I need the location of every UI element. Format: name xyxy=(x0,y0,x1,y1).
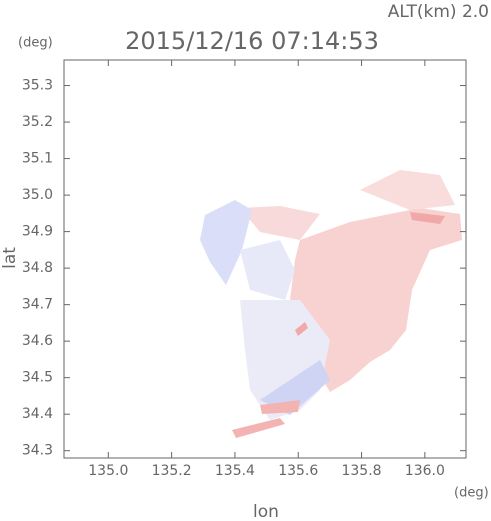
y-axis-label: lat xyxy=(0,247,20,269)
y-tick-label: 34.8 xyxy=(22,260,53,276)
radar-field xyxy=(200,170,462,438)
y-tick-label: 34.5 xyxy=(22,370,53,386)
positive-streak xyxy=(295,322,308,336)
x-tick-label: 135.2 xyxy=(152,463,192,479)
x-tick-label: 136.0 xyxy=(405,463,445,479)
chart-title: 2015/12/16 07:14:53 xyxy=(125,27,379,55)
positive-streak xyxy=(260,400,300,414)
x-tick-label: 135.4 xyxy=(215,463,255,479)
y-unit: (deg) xyxy=(18,36,53,51)
y-tick-label: 34.3 xyxy=(22,443,53,459)
y-tick-label: 35.3 xyxy=(22,78,53,94)
y-tick-label: 35.0 xyxy=(22,187,53,203)
positive-streak xyxy=(232,418,285,438)
y-tick-label: 35.1 xyxy=(22,151,53,167)
x-unit: (deg) xyxy=(454,486,489,501)
mixed-area xyxy=(240,240,295,300)
positive-area xyxy=(240,206,320,240)
y-tick-label: 34.7 xyxy=(22,297,53,313)
positive-streak xyxy=(410,212,445,224)
x-tick-label: 135.6 xyxy=(278,463,318,479)
x-axis-label: lon xyxy=(253,502,279,521)
y-tick-label: 34.4 xyxy=(22,406,53,422)
plot-frame xyxy=(63,59,467,459)
altitude-label: ALT(km) 2.0 xyxy=(388,2,489,22)
positive-area xyxy=(290,208,462,392)
negative-area xyxy=(200,200,252,285)
x-tick-label: 135.0 xyxy=(88,463,128,479)
y-tick-label: 35.2 xyxy=(22,114,53,130)
y-tick-label: 34.6 xyxy=(22,333,53,349)
y-tick-label: 34.9 xyxy=(22,224,53,240)
negative-area xyxy=(260,360,330,415)
positive-area xyxy=(360,170,455,210)
x-tick-label: 135.8 xyxy=(341,463,381,479)
